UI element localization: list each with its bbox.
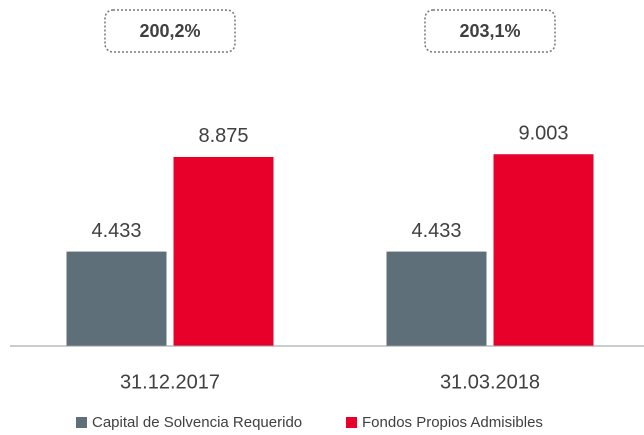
bar (173, 156, 274, 346)
legend-label: Capital de Solvencia Requerido (92, 414, 302, 431)
legend-swatch (76, 417, 87, 428)
data-label: 8.875 (198, 125, 248, 147)
annotation-box (104, 9, 236, 53)
legend-label: Fondos Propios Admisibles (362, 414, 543, 431)
data-label: 4.433 (91, 220, 141, 242)
legend-swatch (346, 417, 357, 428)
data-label: 4.433 (411, 220, 461, 242)
bar (386, 251, 487, 346)
annotation-box (424, 9, 556, 53)
bar (66, 251, 167, 346)
annotation: 203,1% (459, 21, 520, 41)
bar (493, 154, 594, 346)
annotation: 200,2% (139, 21, 200, 41)
x-tick-label: 31.03.2018 (440, 371, 540, 393)
data-label: 9.003 (518, 123, 568, 145)
x-tick-label: 31.12.2017 (120, 371, 220, 393)
